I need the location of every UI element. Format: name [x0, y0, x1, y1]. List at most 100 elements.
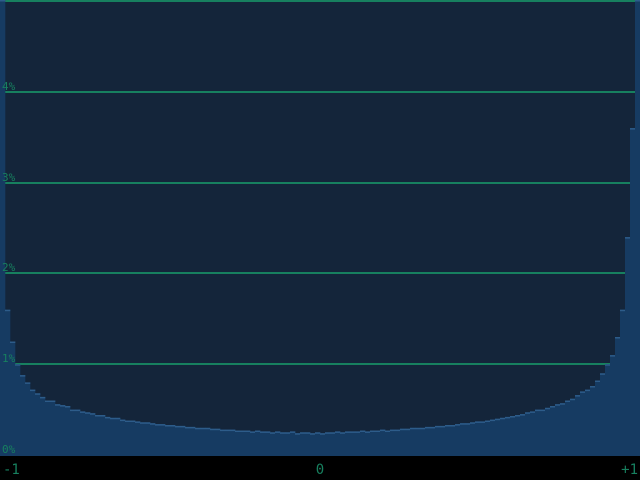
histogram-bar [515, 415, 521, 456]
histogram-bar-top [30, 389, 36, 392]
histogram-bar [520, 414, 526, 456]
histogram-bar-top [545, 407, 551, 410]
histogram-bar-top [410, 427, 416, 430]
histogram-bar-top [435, 425, 441, 428]
histogram-bar-top [250, 431, 256, 433]
histogram-bar-top [130, 420, 136, 422]
histogram-bar [30, 389, 36, 456]
histogram-bar-top [75, 409, 81, 412]
histogram-bar-top [470, 422, 476, 424]
histogram-bar [410, 427, 416, 456]
histogram-bar [450, 425, 456, 456]
histogram-bar [615, 337, 621, 456]
gridline [0, 363, 640, 365]
histogram-bar-top [530, 411, 536, 413]
histogram-bar-top [150, 423, 156, 425]
histogram-bar-top [300, 432, 306, 434]
histogram-bar [430, 426, 436, 456]
histogram-bar-top [120, 419, 126, 422]
histogram-bar-top [60, 405, 66, 407]
histogram-bar-top [500, 417, 506, 420]
histogram-bar [465, 423, 471, 456]
histogram-bar [100, 415, 106, 456]
histogram-bar [105, 416, 111, 456]
histogram-bar-top [425, 426, 431, 429]
histogram-bar [460, 423, 466, 456]
histogram-bar [205, 427, 211, 456]
histogram-bar-top [420, 427, 426, 430]
histogram-bar [545, 407, 551, 456]
histogram-bar-top [45, 400, 51, 402]
histogram-bar-top [5, 309, 11, 312]
histogram-bar [95, 415, 101, 456]
histogram-bar [265, 431, 271, 456]
histogram-bar-top [330, 432, 336, 434]
histogram-bar-top [265, 431, 271, 433]
histogram-bar [245, 430, 251, 456]
histogram-bar-top [465, 423, 471, 425]
histogram-bar [320, 433, 326, 456]
histogram-bar-top [20, 375, 26, 377]
histogram-bar [170, 425, 176, 456]
histogram-bar-top [105, 416, 111, 419]
histogram-bar [335, 431, 341, 456]
histogram-bar [55, 404, 61, 456]
histogram-bar-top [540, 409, 546, 412]
histogram-bar [70, 409, 76, 456]
histogram-bar [25, 382, 31, 456]
gridline [0, 272, 640, 274]
histogram-bar-top [65, 406, 71, 408]
histogram-bar-top [260, 431, 266, 433]
histogram-bar [325, 432, 331, 456]
histogram-bar-top [85, 412, 91, 414]
histogram-bar [0, 0, 6, 456]
histogram-bar [225, 429, 231, 456]
histogram-bar-top [335, 431, 341, 433]
histogram-bar [90, 413, 96, 456]
histogram-bar [50, 400, 56, 456]
histogram-bar-top [505, 416, 511, 419]
histogram-bar-top [450, 425, 456, 427]
histogram-bar [250, 431, 256, 456]
histogram-bar-top [370, 430, 376, 432]
histogram-bar [530, 411, 536, 456]
histogram-bar-top [475, 421, 481, 423]
histogram-bar-top [575, 395, 581, 397]
histogram-bar-top [625, 237, 631, 239]
histogram-bar [175, 425, 181, 456]
histogram-bar-top [325, 432, 331, 434]
y-tick-label-2: 2% [2, 261, 16, 274]
histogram-bar [160, 424, 166, 456]
histogram-bar [215, 428, 221, 456]
histogram-bar [415, 427, 421, 456]
histogram-bar-top [350, 431, 356, 433]
histogram-bar [440, 425, 446, 456]
histogram-bar-top [110, 417, 116, 420]
histogram-bar-top [580, 391, 586, 393]
histogram-bar [300, 432, 306, 456]
histogram-bar [540, 409, 546, 456]
histogram-bar-top [360, 430, 366, 432]
gridline [0, 182, 640, 184]
histogram-bar-top [630, 128, 636, 130]
histogram-bar [635, 0, 640, 456]
histogram-bar [185, 426, 191, 456]
histogram-bar-top [210, 428, 216, 431]
histogram-bar [620, 309, 626, 456]
histogram-bar-top [295, 433, 301, 435]
histogram-bar-top [620, 309, 626, 312]
histogram-bar [255, 430, 261, 456]
histogram-bar [625, 237, 631, 456]
histogram-bar-top [270, 432, 276, 434]
histogram-bar-top [220, 429, 226, 432]
histogram-bar [500, 417, 506, 456]
histogram-bar [505, 416, 511, 456]
histogram-bar-top [0, 0, 6, 2]
gridline [0, 0, 640, 2]
histogram-bar [585, 389, 591, 456]
histogram-bar-top [445, 425, 451, 427]
histogram-bar [260, 431, 266, 456]
histogram-bar [330, 432, 336, 456]
histogram-bar-top [35, 393, 41, 395]
